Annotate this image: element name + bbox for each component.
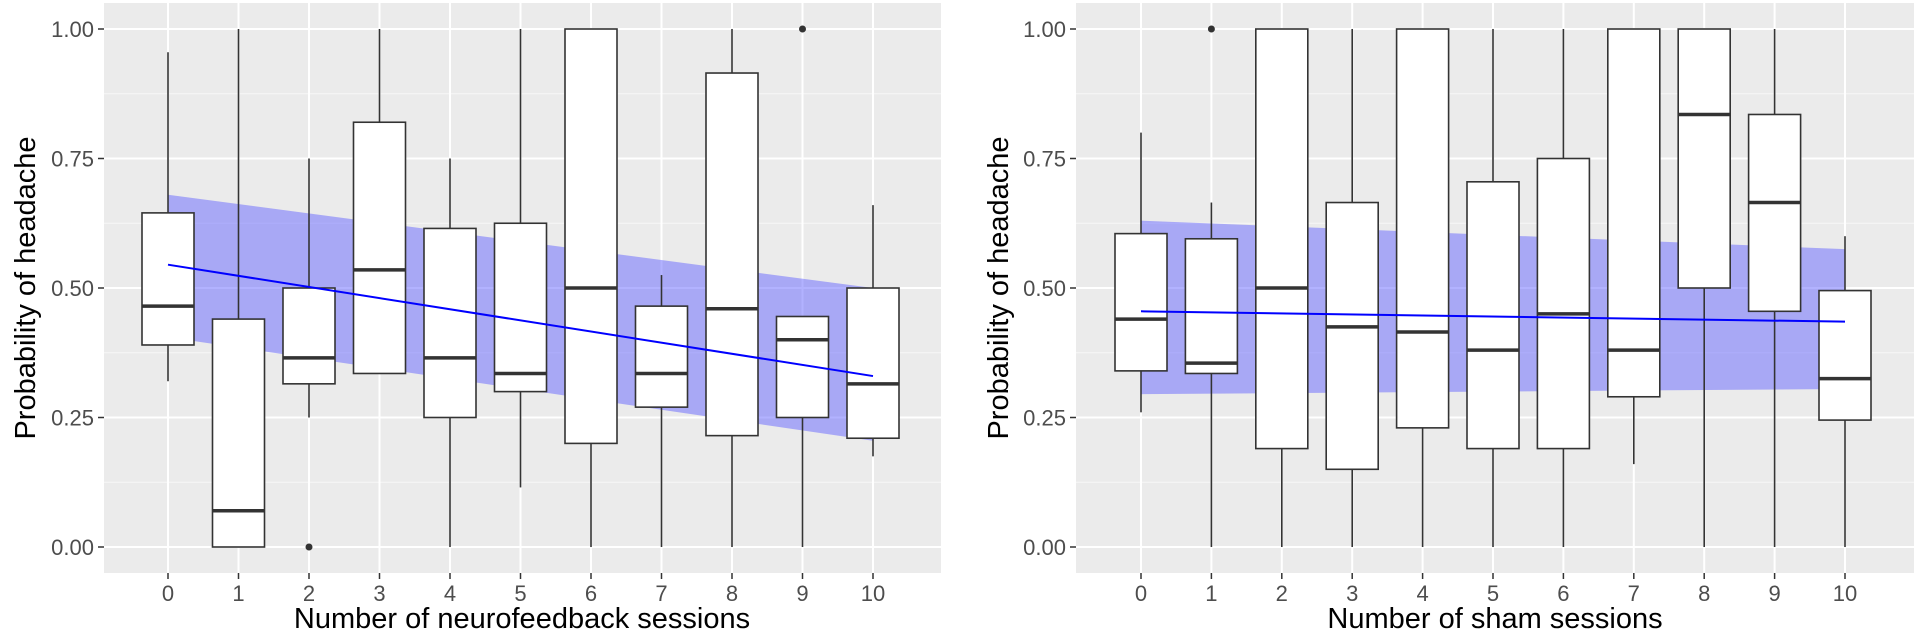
box-iqr [634, 305, 689, 408]
x-tick-label: 7 [655, 581, 667, 606]
x-axis-title-left: Number of neurofeedback sessions [294, 603, 750, 635]
box-iqr [564, 28, 618, 445]
x-tick-label: 7 [1628, 581, 1640, 606]
box-7 [634, 275, 689, 547]
box-iqr [1395, 28, 1450, 429]
y-tick-label: 1.00 [51, 17, 94, 42]
x-tick-label: 4 [444, 581, 456, 606]
y-axis-title-left: Probability of headache [10, 136, 42, 439]
box-0 [1114, 132, 1168, 413]
box-4 [1395, 28, 1450, 547]
box-iqr [141, 212, 195, 346]
box-iqr [211, 318, 266, 548]
box-0 [141, 52, 195, 382]
x-tick-label: 4 [1416, 581, 1428, 606]
x-tick-label: 9 [1768, 581, 1780, 606]
outlier-point [799, 25, 806, 33]
trend-line [167, 263, 874, 378]
box-7 [1607, 28, 1661, 465]
x-tick-label: 9 [796, 581, 808, 606]
y-tick-label: 1.00 [1023, 17, 1066, 42]
x-tick-label: 1 [1205, 581, 1217, 606]
box-8 [705, 29, 759, 547]
panel-left: 0.00 0.25 0.50 0.75 1.00 0 1 2 3 4 5 6 7 8 9 10 Number … [10, 3, 941, 635]
x-tick-label: 2 [303, 581, 315, 606]
box-8 [1677, 28, 1731, 547]
box-iqr [1607, 28, 1661, 398]
box-2 [282, 158, 336, 551]
panel-right: 0.00 0.25 0.50 0.75 1.00 0 1 2 3 4 5 6 7 8 9 10 Number … [983, 3, 1914, 635]
x-tick-label: 8 [1698, 581, 1710, 606]
box-iqr [1466, 181, 1520, 450]
box-iqr [1818, 289, 1872, 421]
box-iqr [705, 72, 759, 437]
x-tick-label: 6 [1557, 581, 1569, 606]
box-iqr [1747, 113, 1802, 313]
x-axis-title-right: Number of sham sessions [1327, 603, 1662, 635]
box-iqr [352, 121, 407, 375]
box-iqr [282, 287, 336, 385]
box-1 [211, 29, 266, 548]
x-tick-label: 10 [1833, 581, 1857, 606]
y-tick-label: 0.75 [1023, 147, 1066, 172]
box-iqr [493, 222, 548, 393]
y-tick-label: 0.00 [1023, 535, 1066, 560]
x-tick-label: 0 [162, 581, 174, 606]
y-tick-label: 0.25 [1023, 406, 1066, 431]
box-3 [1325, 29, 1379, 547]
x-tick-label: 3 [1346, 581, 1358, 606]
box-iqr [1255, 28, 1309, 450]
y-tick-label: 0.25 [51, 406, 94, 431]
x-tick-label: 8 [726, 581, 738, 606]
box-9 [1747, 29, 1802, 547]
box-iqr [1536, 157, 1591, 450]
box-6 [1536, 29, 1591, 547]
box-3 [352, 29, 407, 375]
outlier-point [1207, 25, 1215, 33]
box-2 [1255, 28, 1309, 547]
box-iqr [423, 227, 477, 419]
box-10 [846, 205, 900, 457]
x-tick-label: 5 [1487, 581, 1499, 606]
y-tick-label: 0.00 [51, 535, 94, 560]
y-axis-title-right: Probability of headache [983, 136, 1015, 439]
x-tick-label: 0 [1135, 581, 1147, 606]
box-5 [493, 29, 548, 488]
trend-line [1140, 310, 1846, 323]
x-tick-label: 6 [585, 581, 597, 606]
box-10 [1818, 236, 1872, 547]
box-5 [1466, 29, 1520, 547]
box-iqr [1114, 232, 1168, 372]
outlier-point [305, 543, 313, 551]
box-1 [1184, 25, 1239, 547]
box-iqr [1325, 201, 1379, 471]
box-iqr [1184, 237, 1239, 375]
x-tick-label: 2 [1276, 581, 1288, 606]
x-tick-label: 5 [514, 581, 526, 606]
x-tick-label: 3 [373, 581, 385, 606]
y-tick-label: 0.50 [51, 276, 94, 301]
x-tick-label: 1 [232, 581, 244, 606]
box-iqr [1677, 28, 1731, 289]
box-6 [564, 28, 618, 547]
box-4 [423, 158, 477, 547]
y-tick-label: 0.50 [1023, 276, 1066, 301]
y-tick-label: 0.75 [51, 147, 94, 172]
x-tick-label: 10 [861, 581, 885, 606]
box-iqr [846, 287, 900, 440]
